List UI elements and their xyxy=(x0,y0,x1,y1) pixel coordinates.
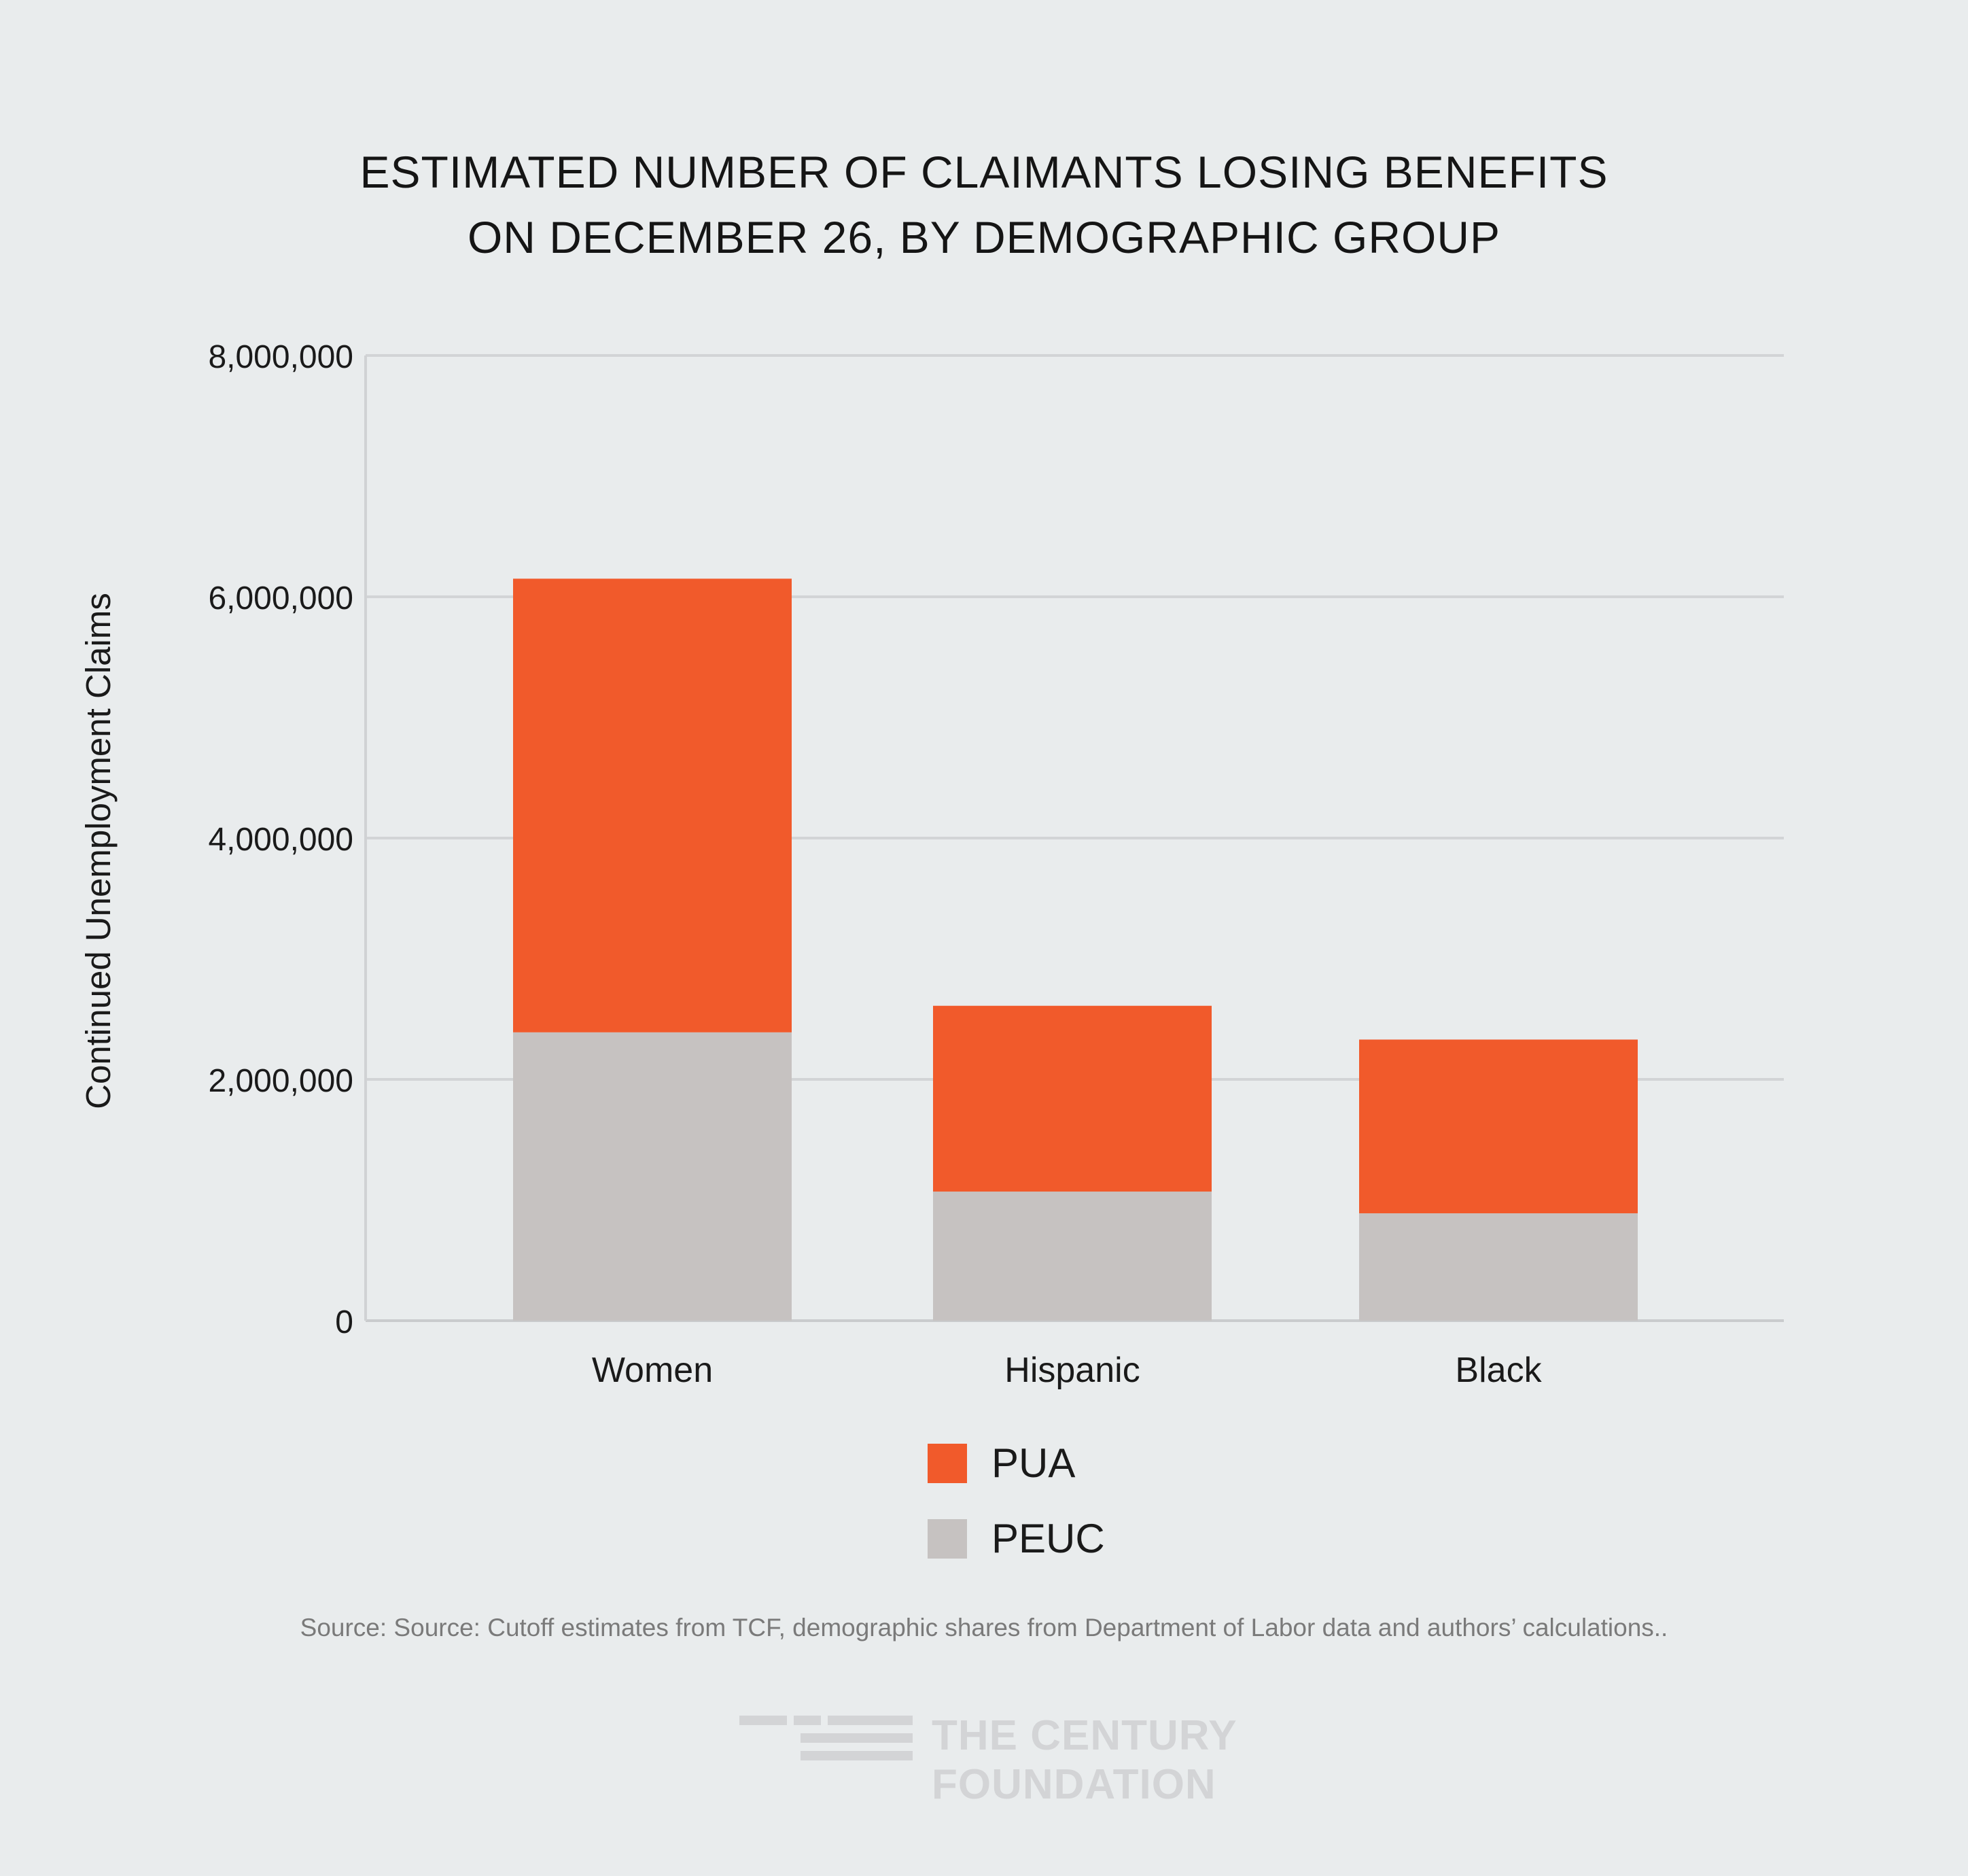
bar-women-peuc xyxy=(513,1032,792,1321)
chart-title: ESTIMATED NUMBER OF CLAIMANTS LOSING BEN… xyxy=(0,139,1968,270)
y-tick-label-4000000: 4,000,000 xyxy=(208,822,353,858)
legend-swatch-pua xyxy=(928,1443,967,1483)
chart-title-line-1: ESTIMATED NUMBER OF CLAIMANTS LOSING BEN… xyxy=(359,147,1609,197)
bar-women-pua xyxy=(513,578,792,1032)
legend-label-pua: PUA xyxy=(991,1440,1076,1486)
logo-line-1: THE CENTURY xyxy=(932,1712,1237,1759)
bar-black-pua xyxy=(1359,1039,1638,1214)
logo-wordmark: THE CENTURY FOUNDATION xyxy=(932,1712,1237,1809)
bar-hispanic-pua xyxy=(933,1005,1212,1192)
bar-black-peuc xyxy=(1359,1213,1638,1321)
y-axis-label: Continued Unemployment Claims xyxy=(79,593,118,1109)
chart-title-line-2: ON DECEMBER 26, BY DEMOGRAPHIC GROUP xyxy=(467,212,1501,262)
source-note: Source: Source: Cutoff estimates from TC… xyxy=(300,1614,1668,1642)
y-tick-label-8000000: 8,000,000 xyxy=(208,339,353,375)
bar-hispanic-peuc xyxy=(933,1192,1212,1321)
logo-line-2: FOUNDATION xyxy=(932,1761,1216,1808)
legend-label-peuc: PEUC xyxy=(991,1516,1105,1561)
logo-mark-icon xyxy=(739,1712,913,1767)
legend-item-pua: PUA xyxy=(928,1440,1075,1487)
y-tick-label-6000000: 6,000,000 xyxy=(208,580,353,616)
y-tick-label-0: 0 xyxy=(335,1304,353,1340)
x-tick-label-women: Women xyxy=(592,1351,713,1390)
legend-swatch-peuc xyxy=(928,1518,967,1559)
x-tick-label-hispanic: Hispanic xyxy=(1004,1351,1140,1390)
x-tick-label-black: Black xyxy=(1455,1351,1542,1390)
legend-item-peuc: PEUC xyxy=(928,1515,1105,1562)
logo: THE CENTURY FOUNDATION xyxy=(739,1712,1237,1809)
y-tick-label-2000000: 2,000,000 xyxy=(208,1063,353,1099)
